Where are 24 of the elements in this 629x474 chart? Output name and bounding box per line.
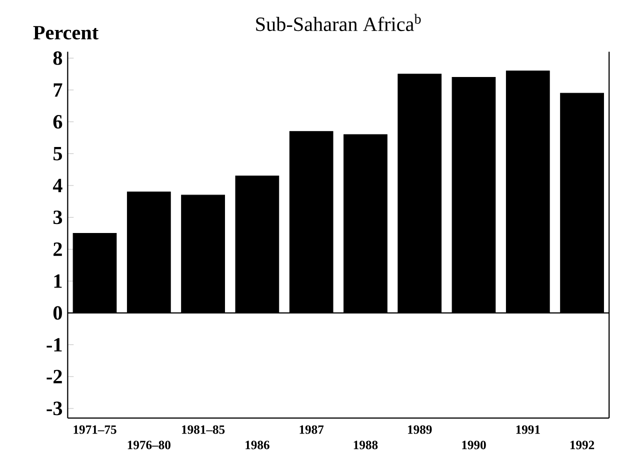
y-tick-label: 1 bbox=[54, 274, 62, 288]
y-tick-label: 5 bbox=[53, 147, 62, 160]
x-tick-label: 1990 bbox=[462, 440, 486, 450]
x-tick-label: 1987 bbox=[300, 425, 324, 434]
y-tick-label: 2 bbox=[54, 242, 62, 256]
y-tick-label: -1 bbox=[46, 338, 62, 352]
chart-title: Sub-Saharan Africa$^{b}$ bbox=[256, 14, 421, 32]
y-tick-label: 3 bbox=[53, 210, 62, 224]
y-axis-title: Percent bbox=[33, 26, 98, 40]
x-tick-label: 1986 bbox=[246, 440, 270, 450]
y-tick-label: 8 bbox=[53, 51, 62, 66]
x-tick-label: 1971–75 bbox=[74, 426, 116, 434]
y-tick-label: 0 bbox=[53, 306, 62, 320]
y-tick-label: 4 bbox=[52, 179, 62, 192]
x-tick-label: 1988 bbox=[354, 440, 378, 450]
y-tick-label: 6 bbox=[53, 115, 62, 129]
y-tick-label: 7 bbox=[54, 84, 62, 97]
y-tick-label: -2 bbox=[46, 370, 62, 384]
x-tick-label: 1992 bbox=[570, 440, 594, 450]
y-tick-label: -3 bbox=[46, 402, 62, 416]
x-tick-label: 1989 bbox=[408, 425, 432, 434]
x-tick-label: 1976–80 bbox=[128, 440, 170, 450]
x-tick-label: 1991 bbox=[516, 426, 540, 434]
x-tick-label: 1981–85 bbox=[182, 425, 225, 434]
